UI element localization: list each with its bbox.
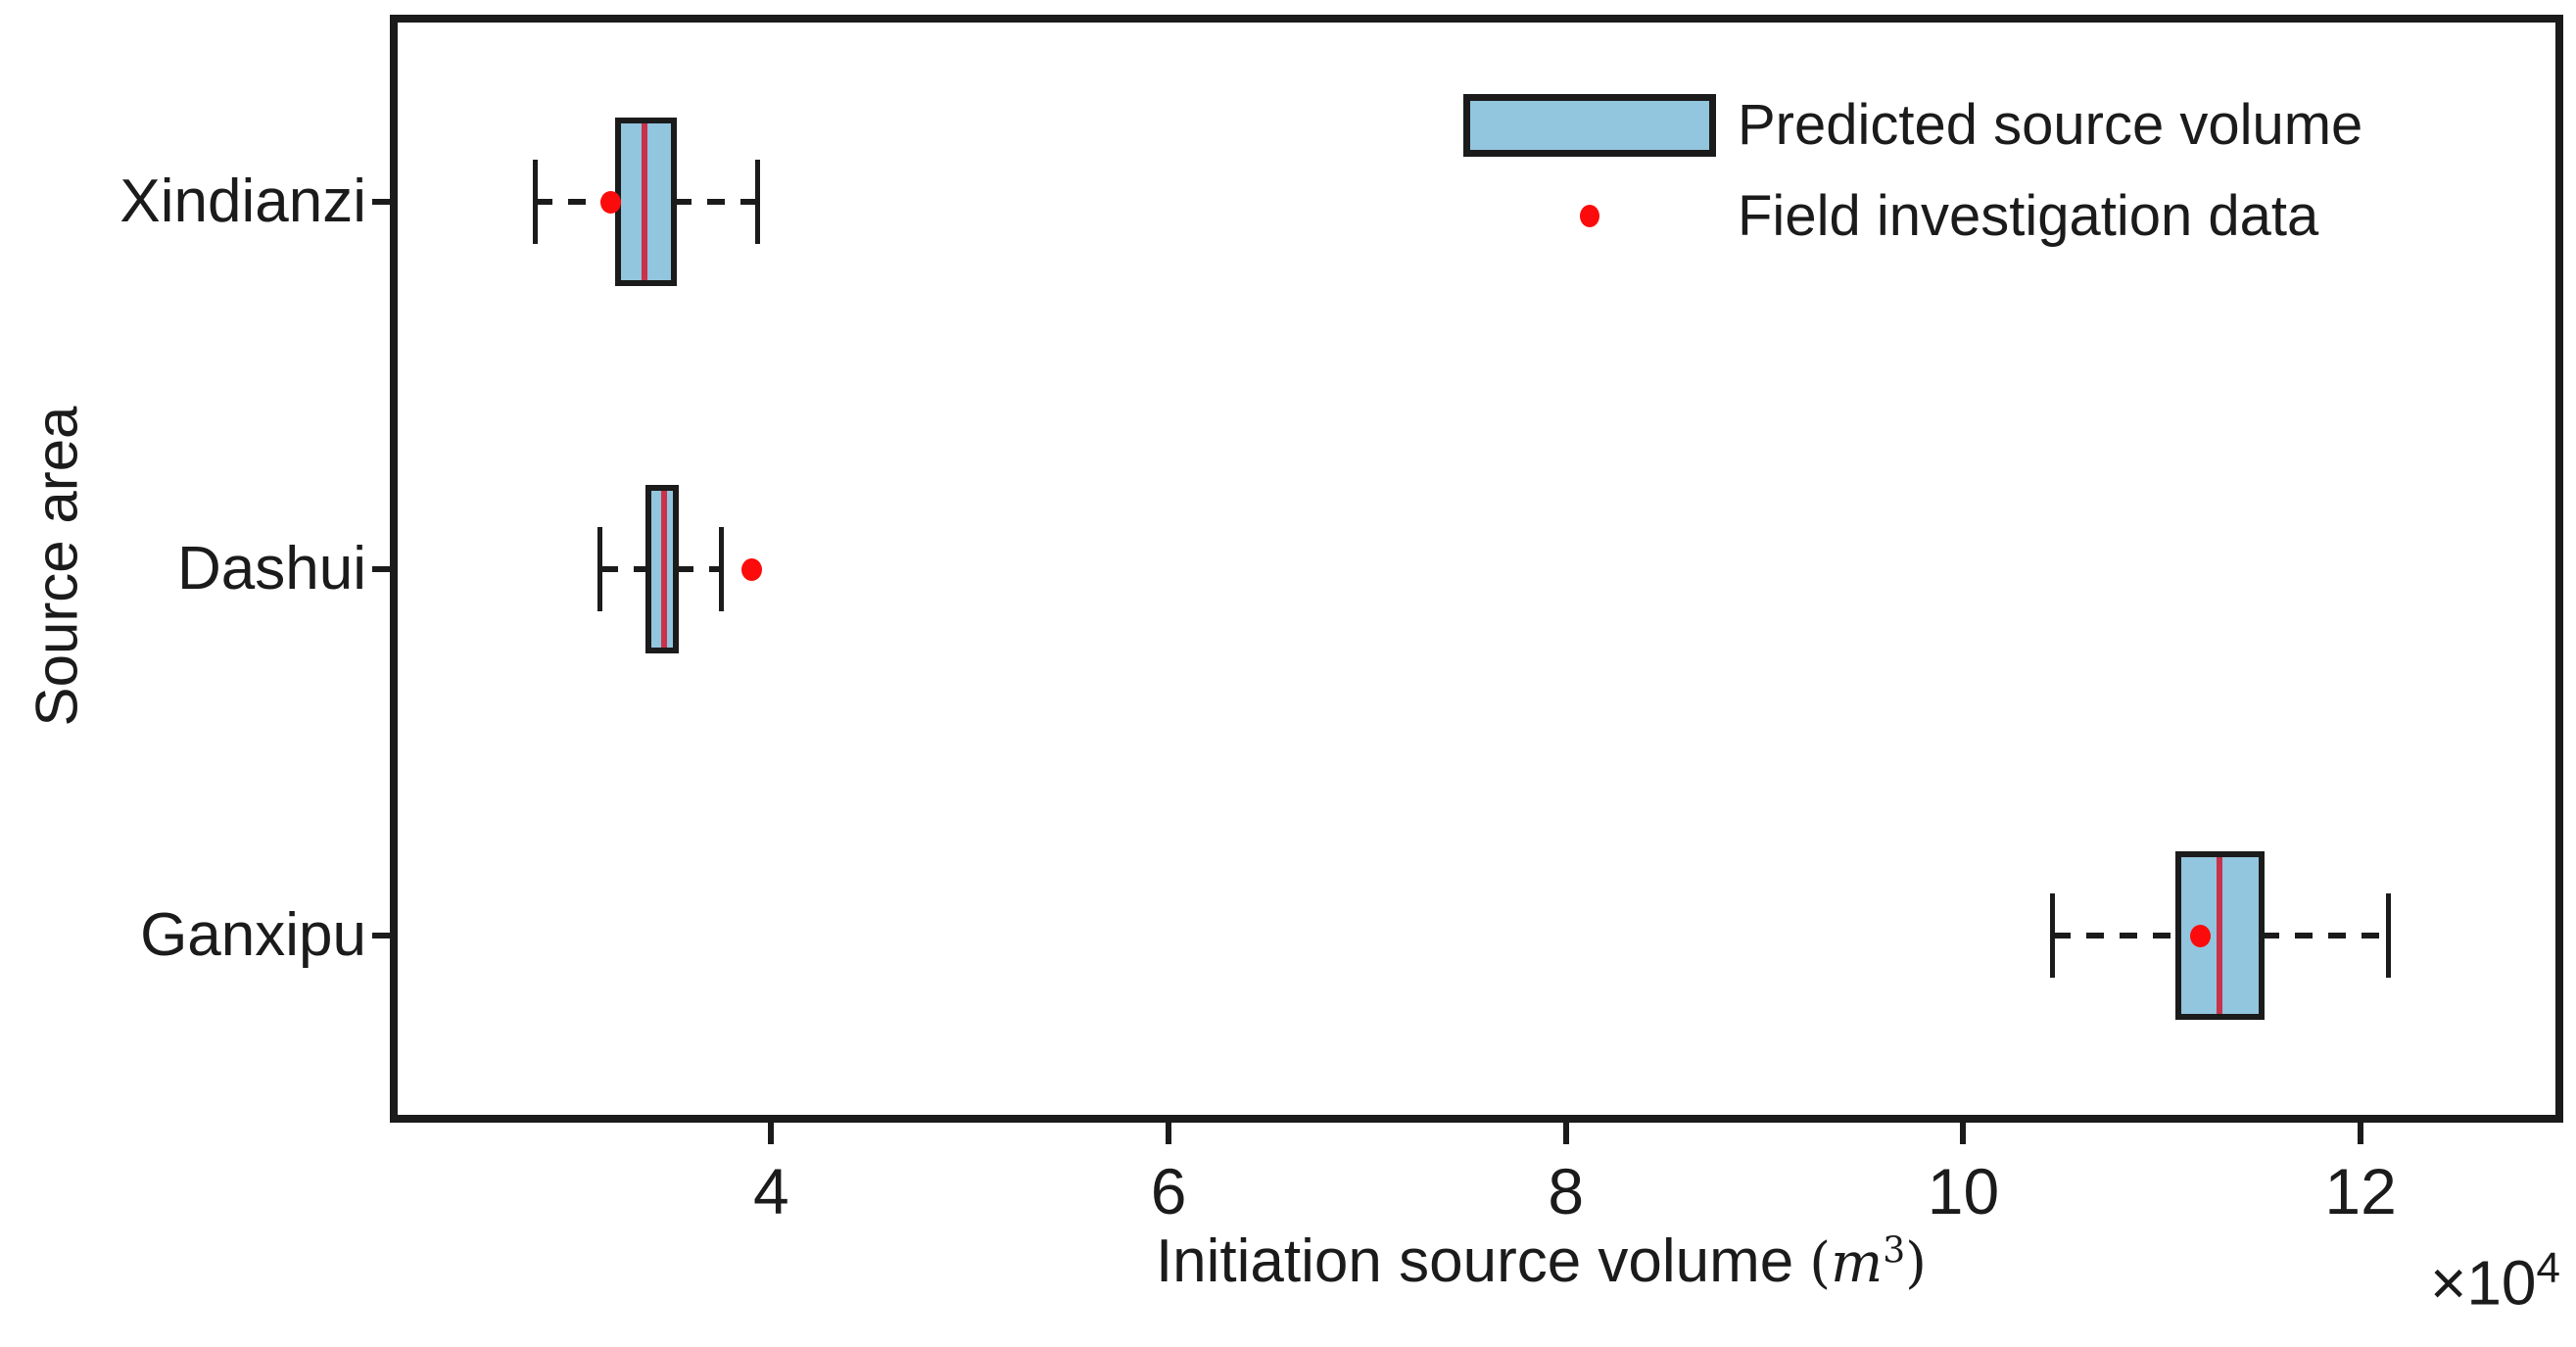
whisker-line-left xyxy=(2052,932,2178,938)
field-data-point xyxy=(2189,924,2211,947)
y-tick-mark xyxy=(372,932,395,938)
legend-box-swatch-icon xyxy=(1463,93,1716,157)
x-tick-label: 12 xyxy=(2324,1155,2397,1227)
whisker-cap-low xyxy=(597,526,603,611)
y-axis-title: Source area xyxy=(24,406,90,727)
x-tick-label: 8 xyxy=(1548,1155,1585,1227)
whisker-cap-low xyxy=(532,160,538,245)
whisker-line-right xyxy=(2261,932,2389,938)
x-axis-title: Initiation source volume (m3) xyxy=(458,1227,2576,1296)
median-line xyxy=(2217,856,2223,1014)
category-label: Ganxipu xyxy=(140,900,366,969)
whisker-cap-high xyxy=(719,526,725,611)
whisker-line-left xyxy=(535,199,619,206)
whisker-cap-high xyxy=(754,160,760,245)
category-label: Xindianzi xyxy=(119,168,366,236)
legend: Predicted source volume Field investigat… xyxy=(1463,92,2362,274)
whisker-line-right xyxy=(674,199,758,206)
x-tick-label: 6 xyxy=(1150,1155,1187,1227)
y-tick-mark xyxy=(372,199,395,206)
x-tick-label: 4 xyxy=(753,1155,789,1227)
category-label: Dashui xyxy=(177,534,366,602)
x-tick-mark xyxy=(1166,1123,1172,1144)
whisker-line-right xyxy=(676,565,722,572)
legend-marker-column xyxy=(1463,205,1716,227)
x-tick-mark xyxy=(768,1123,775,1144)
x-tick-mark xyxy=(1562,1123,1569,1144)
x-tick-mark xyxy=(2358,1123,2364,1144)
whisker-cap-high xyxy=(2386,892,2392,978)
legend-red-dot-icon xyxy=(1580,205,1599,227)
legend-item-predicted-source-volume: Predicted source volume xyxy=(1463,92,2362,158)
x-tick-label: 10 xyxy=(1927,1155,2000,1227)
offset-exponent: 4 xyxy=(2536,1244,2560,1292)
legend-label-field: Field investigation data xyxy=(1738,184,2319,248)
median-line xyxy=(660,490,667,648)
offset-base: ×10 xyxy=(2429,1247,2537,1319)
median-line xyxy=(641,123,647,281)
field-data-point xyxy=(741,557,763,581)
legend-item-field-investigation-data: Field investigation data xyxy=(1463,183,2362,249)
x-tick-mark xyxy=(1960,1123,1967,1144)
y-tick-mark xyxy=(372,565,395,572)
field-data-point xyxy=(600,191,622,215)
whisker-cap-low xyxy=(2050,892,2056,978)
x-axis-title-text: Initiation source volume xyxy=(1155,1227,1794,1295)
axis-scale-offset: ×104 xyxy=(2430,1244,2560,1319)
x-axis-unit: (m3) xyxy=(1809,1230,1928,1295)
legend-label-predicted: Predicted source volume xyxy=(1738,93,2363,157)
whisker-line-left xyxy=(599,565,648,572)
